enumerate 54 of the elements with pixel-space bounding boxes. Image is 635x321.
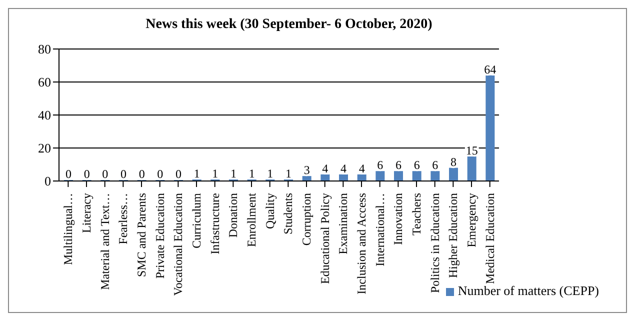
- x-tick-label: Multilingual…: [61, 193, 76, 265]
- data-label: 4: [340, 161, 346, 176]
- y-tick-label: 40: [38, 108, 51, 123]
- x-tick-label: Teachers: [410, 192, 424, 236]
- data-label: 8: [450, 154, 456, 169]
- y-tick-label: 60: [38, 74, 51, 90]
- data-label: 6: [414, 158, 420, 172]
- data-label: 1: [230, 166, 236, 180]
- y-tick-label: 0: [44, 174, 51, 189]
- x-tick-label: International…: [372, 193, 387, 266]
- x-tick-label: Vocational Education: [171, 193, 186, 296]
- x-tick-label: Donation: [226, 193, 240, 238]
- data-label: 6: [377, 158, 384, 172]
- data-label: 0: [120, 167, 126, 181]
- x-tick-label: Infastructure: [208, 193, 222, 254]
- x-tick-label: Medical Education: [482, 193, 497, 284]
- x-tick-label: Politics in Education: [428, 193, 442, 293]
- x-tick-label: Fearless…: [116, 193, 130, 244]
- data-label: 4: [358, 161, 365, 176]
- data-label: 0: [138, 167, 145, 181]
- data-label: 0: [102, 167, 108, 181]
- x-tick-label: Private Education: [152, 193, 167, 279]
- x-tick-label: Students: [281, 192, 296, 234]
- data-label: 0: [84, 167, 90, 181]
- data-label: 1: [194, 166, 200, 180]
- x-tick-label: Literacy: [80, 193, 94, 233]
- data-label: 6: [432, 158, 438, 172]
- x-tick-label: Higher Education: [446, 193, 460, 278]
- x-tick-label: Material and Text…: [98, 193, 112, 290]
- x-tick-label: Enrollment: [244, 192, 258, 247]
- data-label: 0: [66, 167, 72, 181]
- data-label: 1: [248, 166, 255, 180]
- x-tick-label: Corruption: [300, 193, 314, 246]
- data-label: 1: [267, 166, 274, 180]
- x-tick-label: Innovation: [391, 193, 406, 245]
- data-label: 1: [212, 166, 218, 180]
- data-label: 0: [176, 167, 182, 181]
- x-tick-label: Emergency: [464, 193, 478, 248]
- x-tick-label: SMC and Parents: [134, 192, 148, 277]
- x-tick-label: Curriculum: [190, 192, 204, 248]
- legend-label: Number of matters (CEPP): [458, 283, 599, 298]
- x-tick-label: Examination: [336, 193, 350, 254]
- chart-title: News this week (30 September- 6 October, 2020): [144, 17, 434, 33]
- data-label: 64: [484, 62, 496, 76]
- data-label: 3: [304, 163, 310, 178]
- y-tick-label: 80: [38, 42, 51, 57]
- data-label: 0: [157, 167, 164, 181]
- x-tick-label: Quality: [262, 193, 277, 229]
- data-label: 6: [396, 158, 402, 172]
- x-tick-label: Educational Policy: [318, 193, 332, 284]
- x-tick-label: Inclusion and Access: [354, 192, 368, 294]
- data-label: 1: [286, 166, 292, 180]
- data-label: 4: [322, 161, 328, 176]
- y-tick-label: 20: [38, 140, 51, 156]
